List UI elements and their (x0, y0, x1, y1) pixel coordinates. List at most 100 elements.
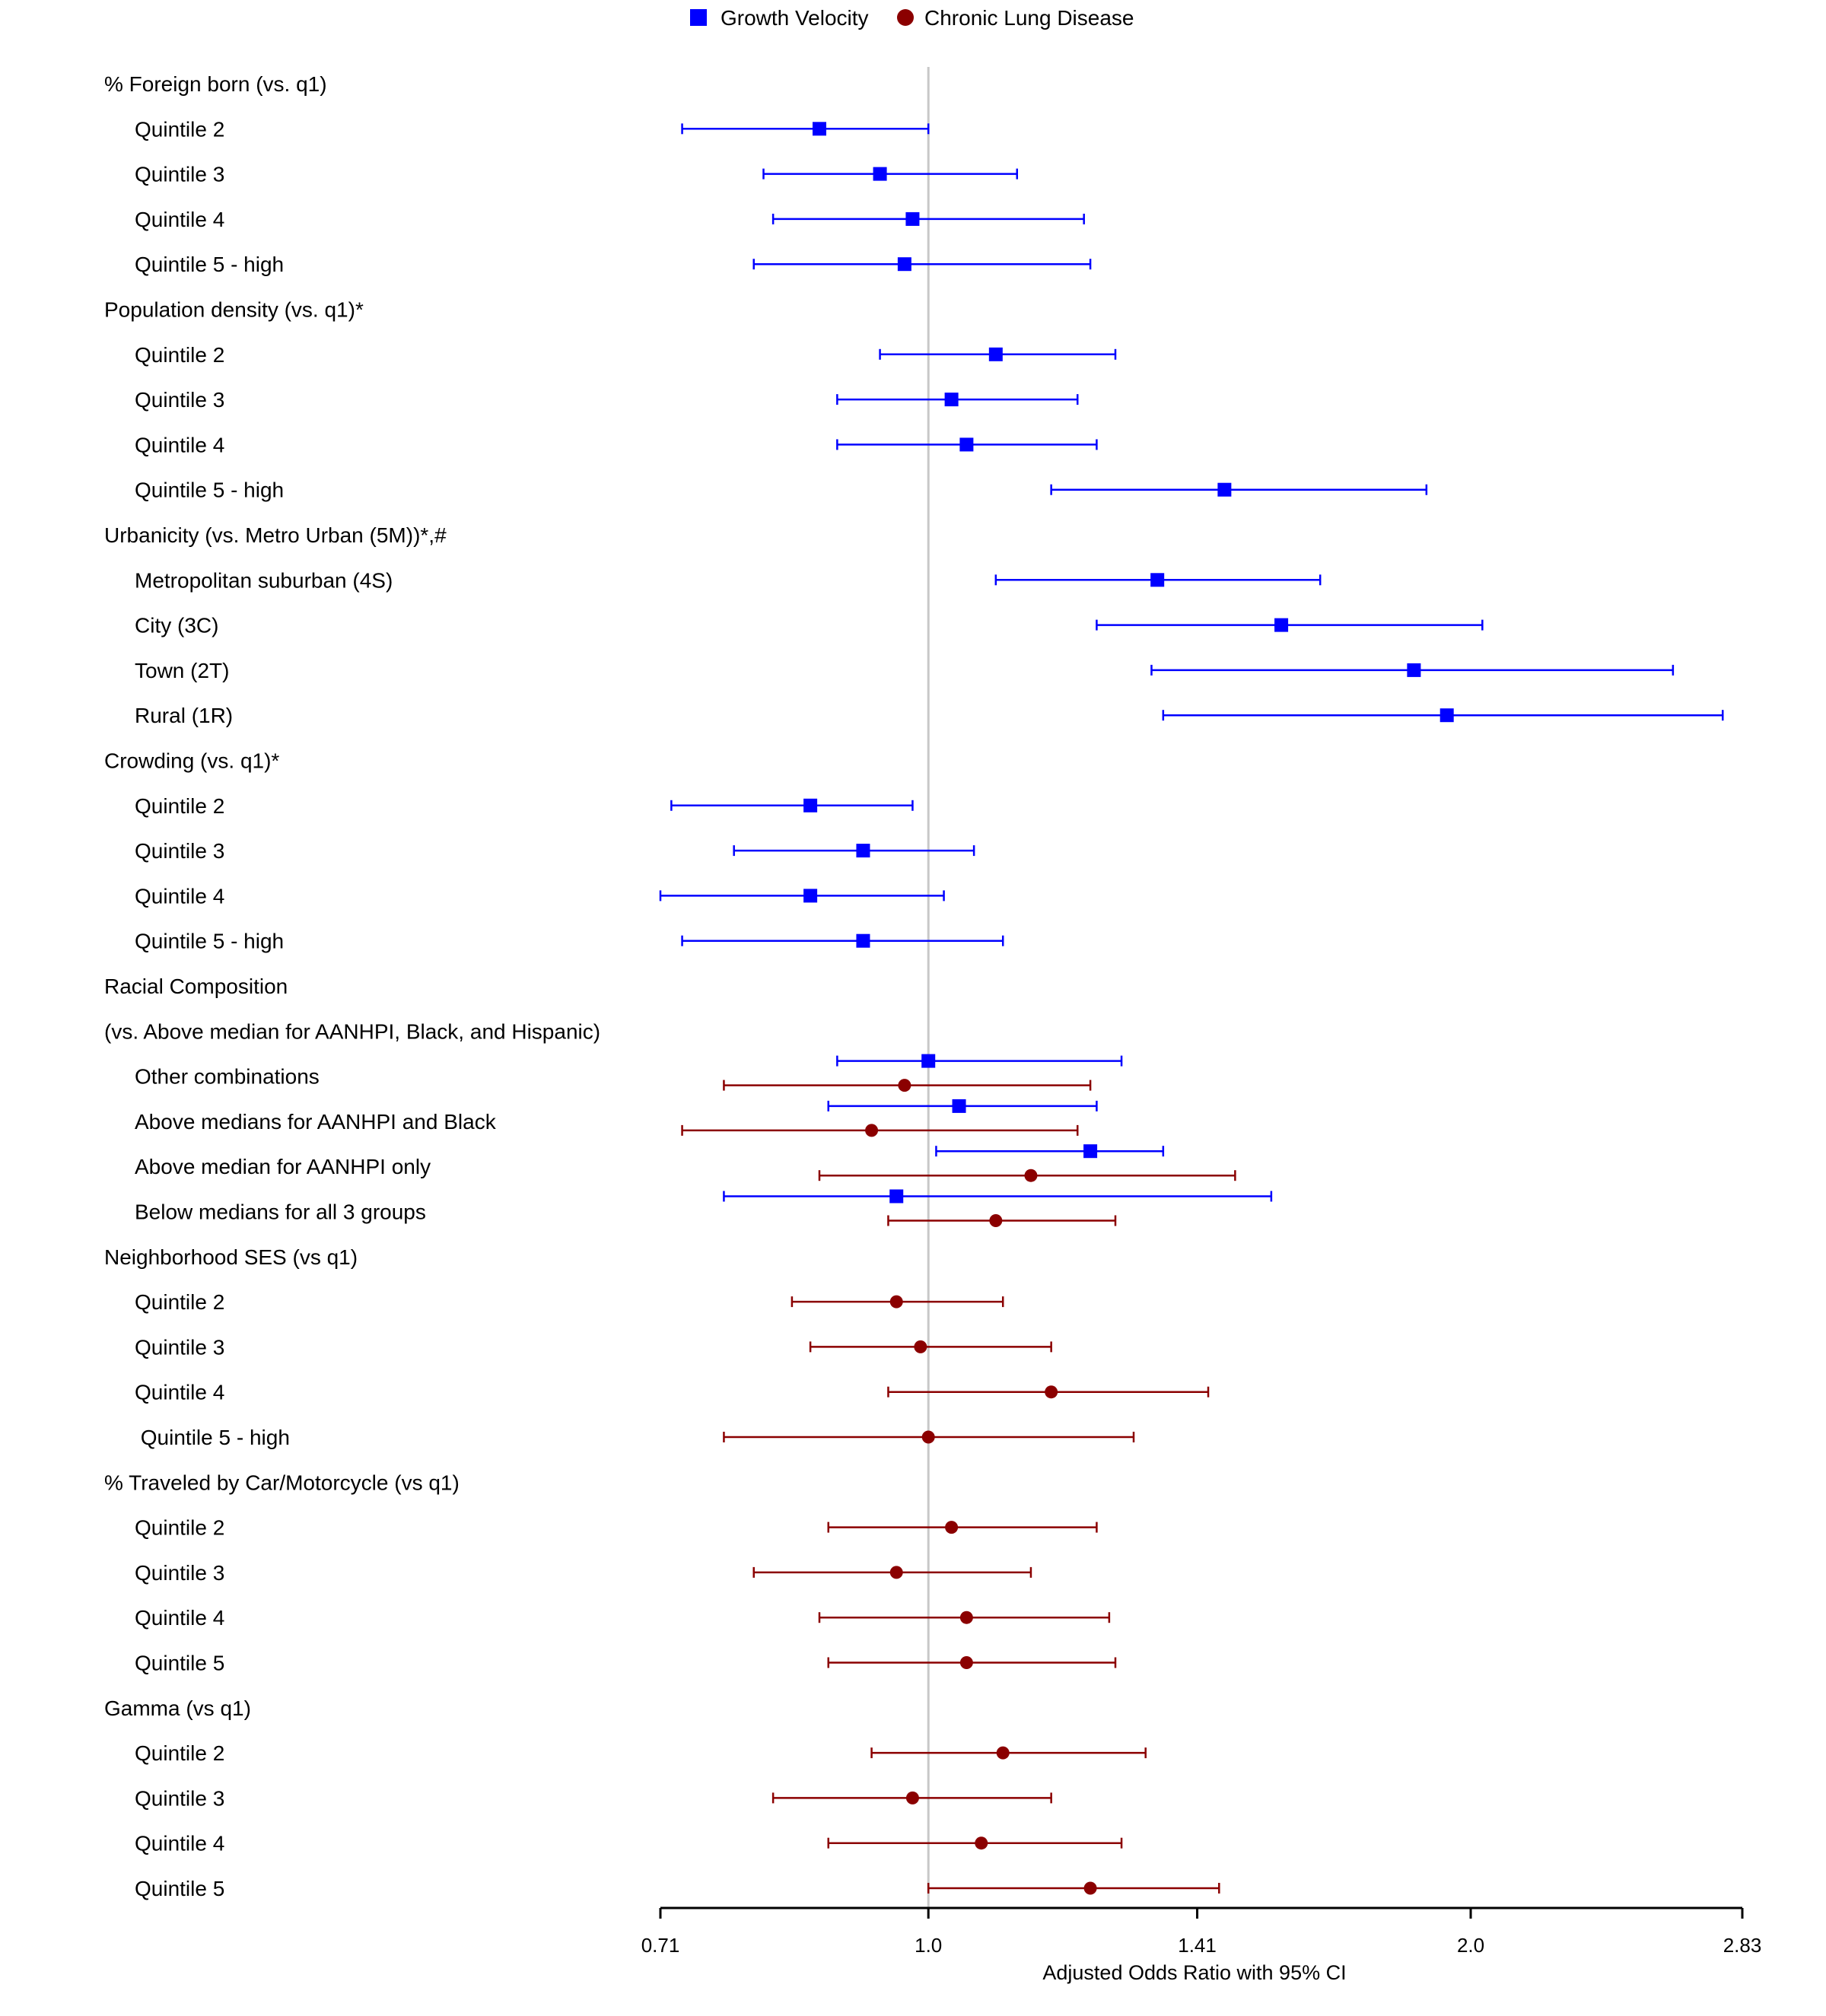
row-label: Metropolitan suburban (4S) (135, 568, 393, 592)
point-estimate-circle (1024, 1169, 1038, 1182)
row-label: Quintile 2 (135, 1741, 224, 1765)
x-tick-label: 2.83 (1723, 1934, 1762, 1957)
x-tick-label: 1.41 (1178, 1934, 1217, 1957)
row-label: Quintile 3 (135, 388, 224, 412)
legend-label-growth-velocity: Growth Velocity (721, 6, 869, 30)
row-label: Rural (1R) (135, 704, 233, 727)
legend-label-chronic-lung-disease: Chronic Lung Disease (924, 6, 1134, 30)
estimate-chronic-lung-disease (887, 1214, 1117, 1227)
point-estimate-circle (945, 1521, 959, 1534)
point-estimate-square (952, 1099, 966, 1113)
row-label: City (3C) (135, 614, 218, 638)
row-label: Town (2T) (135, 659, 229, 682)
estimate-growth-velocity (1150, 663, 1675, 677)
point-estimate-square (988, 347, 1003, 361)
row-label: Quintile 5 - high (135, 479, 284, 502)
row-label: Quintile 3 (135, 1335, 224, 1359)
point-estimate-circle (1083, 1881, 1097, 1895)
row-label: Quintile 2 (135, 1516, 224, 1540)
point-estimate-circle (959, 1611, 973, 1624)
row-header-label: Gamma (vs q1) (104, 1696, 251, 1720)
row-header-label: % Foreign born (vs. q1) (104, 72, 327, 96)
estimate-chronic-lung-disease (723, 1079, 1092, 1092)
point-estimate-square (959, 437, 974, 452)
point-estimate-square (1439, 708, 1454, 723)
estimate-growth-velocity (836, 393, 1079, 407)
row-label: Quintile 2 (135, 117, 224, 141)
estimate-chronic-lung-disease (827, 1836, 1123, 1850)
point-estimate-square (1274, 618, 1289, 632)
point-estimate-circle (914, 1340, 927, 1353)
point-estimate-square (897, 257, 911, 272)
legend-marker-growth-velocity (690, 9, 707, 26)
estimate-growth-velocity (762, 167, 1019, 181)
estimate-chronic-lung-disease (818, 1169, 1236, 1182)
row-label: Quintile 5 (135, 1652, 224, 1675)
estimate-growth-velocity (935, 1144, 1165, 1159)
point-estimate-square (812, 122, 826, 136)
row-label: Below medians for all 3 groups (135, 1200, 426, 1224)
row-group: % Foreign born (vs. q1) Quintile 2 Quintil… (104, 72, 1724, 1900)
row-label: Above median for AANHPI only (135, 1155, 431, 1178)
x-axis: 0.71 1.0 1.41 2.0 2.83 (641, 1906, 1762, 1957)
estimate-chronic-lung-disease (681, 1124, 1079, 1137)
row-label: Quintile 3 (135, 1786, 224, 1810)
row-label: Quintile 5 (135, 1877, 224, 1900)
point-estimate-circle (959, 1656, 973, 1669)
estimate-chronic-lung-disease (870, 1746, 1147, 1760)
point-estimate-square (905, 211, 920, 226)
row-label: Quintile 5 - high (135, 1426, 290, 1449)
estimate-growth-velocity (733, 844, 975, 858)
point-estimate-square (889, 1189, 904, 1204)
point-estimate-square (1217, 482, 1232, 497)
row-header-label: Urbanicity (vs. Metro Urban (5M))*,# (104, 523, 447, 547)
estimate-growth-velocity (659, 889, 945, 903)
estimate-chronic-lung-disease (771, 1791, 1052, 1805)
point-estimate-circle (889, 1566, 903, 1579)
row-label: Quintile 4 (135, 1381, 224, 1404)
legend-marker-chronic-lung-disease (897, 9, 914, 26)
row-header-label: Neighborhood SES (vs q1) (104, 1245, 358, 1269)
estimate-growth-velocity (1050, 482, 1428, 497)
row-label: Quintile 3 (135, 163, 224, 186)
estimate-chronic-lung-disease (887, 1385, 1210, 1399)
x-tick-label: 0.71 (641, 1934, 680, 1957)
estimate-growth-velocity (836, 437, 1098, 452)
estimate-chronic-lung-disease (827, 1521, 1098, 1534)
point-estimate-circle (975, 1836, 988, 1850)
row-label: Quintile 2 (135, 343, 224, 367)
estimate-growth-velocity (681, 122, 930, 136)
row-label: Quintile 4 (135, 433, 224, 456)
estimate-growth-velocity (827, 1099, 1098, 1113)
row-label: Quintile 4 (135, 208, 224, 231)
estimate-growth-velocity (771, 211, 1085, 226)
estimate-chronic-lung-disease (927, 1881, 1220, 1895)
row-header-label: % Traveled by Car/Motorcycle (vs q1) (104, 1471, 460, 1494)
estimate-growth-velocity (681, 933, 1004, 948)
estimate-growth-velocity (723, 1189, 1273, 1204)
point-estimate-circle (898, 1079, 911, 1092)
point-estimate-square (944, 393, 959, 407)
estimate-growth-velocity (1162, 708, 1724, 723)
row-header-label: Crowding (vs. q1)* (104, 749, 279, 773)
x-tick-label: 2.0 (1457, 1934, 1484, 1957)
estimate-growth-velocity (994, 573, 1322, 587)
legend: Growth Velocity Chronic Lung Disease (690, 6, 1134, 30)
point-estimate-square (803, 889, 818, 903)
point-estimate-circle (905, 1791, 919, 1805)
point-estimate-square (803, 798, 818, 812)
point-estimate-square (856, 933, 870, 948)
row-header-label: (vs. Above median for AANHPI, Black, and… (104, 1019, 600, 1043)
estimate-growth-velocity (752, 257, 1092, 272)
estimate-growth-velocity (836, 1054, 1123, 1068)
row-header-label: Racial Composition (104, 975, 288, 998)
point-estimate-circle (989, 1214, 1003, 1227)
row-label: Quintile 2 (135, 1290, 224, 1314)
estimate-chronic-lung-disease (809, 1340, 1052, 1353)
point-estimate-square (856, 844, 870, 858)
estimate-chronic-lung-disease (723, 1430, 1135, 1444)
estimate-chronic-lung-disease (752, 1566, 1032, 1579)
point-estimate-square (921, 1054, 936, 1068)
point-estimate-square (873, 167, 887, 181)
